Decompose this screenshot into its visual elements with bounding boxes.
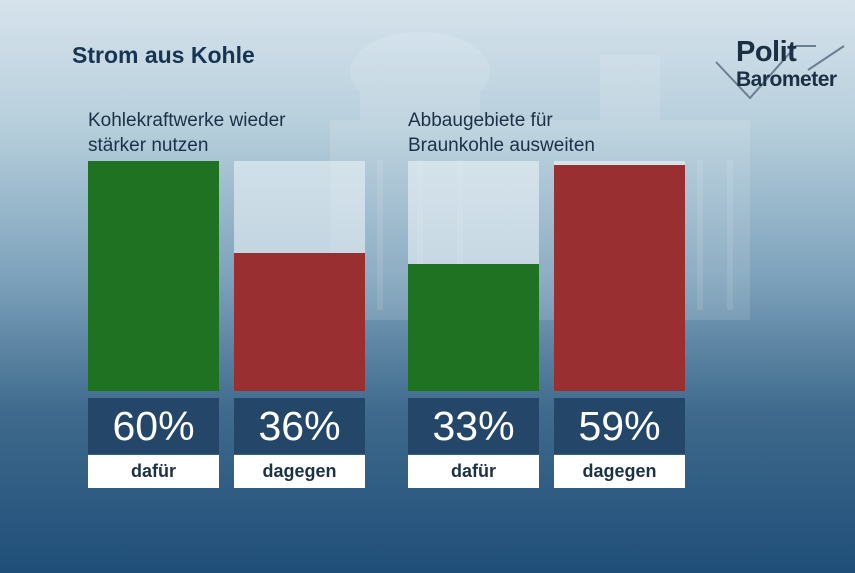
chart-panel-kohlekraftwerke: Kohlekraftwerke wieder stärker nutzen 60…: [88, 108, 365, 488]
category-label-dagegen: dagegen: [554, 455, 685, 488]
plot-area-dagegen: [554, 161, 685, 391]
plot-area-dafuer: [88, 161, 219, 391]
chart-title: Kohlekraftwerke wieder stärker nutzen: [88, 110, 286, 156]
logo-text-polit: Polit: [736, 36, 797, 68]
checkmark-icon: [715, 45, 845, 100]
plot-area-dagegen: [234, 161, 365, 391]
bar-dafuer: [88, 161, 219, 391]
bar-dagegen: [554, 165, 685, 391]
category-label-dafuer: dafür: [408, 455, 539, 488]
bar-dagegen: [234, 253, 365, 391]
logo-text-barometer: Barometer: [736, 68, 837, 91]
value-label-dafuer: 33%: [408, 398, 539, 454]
bar-dafuer: [408, 264, 539, 391]
value-label-dafuer: 60%: [88, 398, 219, 454]
category-label-dafuer: dafür: [88, 455, 219, 488]
value-label-dagegen: 36%: [234, 398, 365, 454]
chart-title: Abbaugebiete für Braunkohle ausweiten: [408, 110, 595, 156]
page-title: Strom aus Kohle: [72, 42, 255, 68]
politbarometer-logo: Polit Barometer: [712, 36, 852, 100]
plot-area-dafuer: [408, 161, 539, 391]
category-label-dagegen: dagegen: [234, 455, 365, 488]
chart-panel-braunkohle: Abbaugebiete für Braunkohle ausweiten 33…: [408, 108, 685, 488]
value-label-dagegen: 59%: [554, 398, 685, 454]
